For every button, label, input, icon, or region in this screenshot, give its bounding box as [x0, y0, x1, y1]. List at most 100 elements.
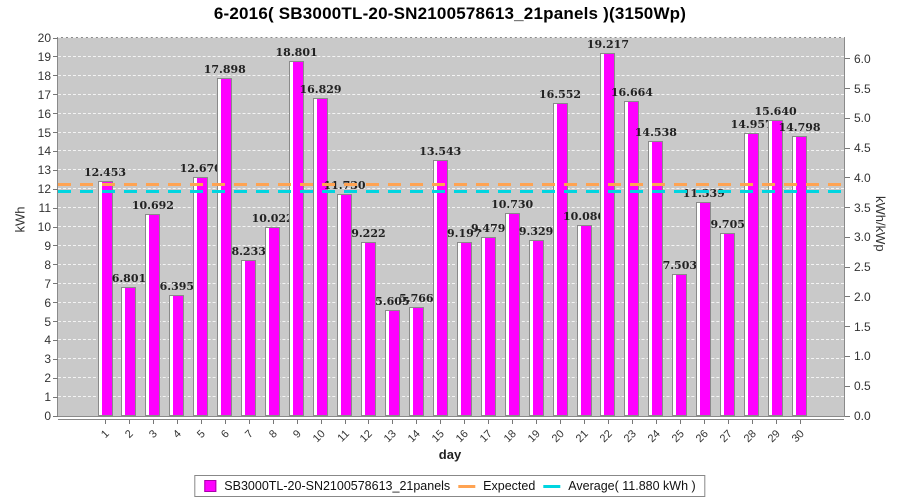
bar-value-label: 17.898	[203, 62, 246, 76]
y-axis-tick	[53, 207, 58, 209]
y-axis-tick	[53, 56, 58, 58]
bar-value-label: 8.233	[231, 245, 266, 259]
x-axis-tick	[488, 420, 490, 424]
y-axis-tick-label: 0	[44, 409, 51, 423]
grid-line	[58, 188, 844, 190]
y-axis-tick	[53, 377, 58, 379]
y2-axis-tick-label: 3.5	[854, 200, 871, 215]
y-axis-tick	[53, 358, 58, 360]
x-axis-tick	[416, 420, 418, 424]
bar	[480, 236, 496, 416]
x-axis-tick	[272, 420, 274, 424]
bar-value-label: 9.705	[710, 217, 745, 231]
x-axis-tick	[560, 420, 562, 424]
bar	[408, 307, 424, 416]
bar	[576, 225, 592, 416]
y-axis-tick	[53, 226, 58, 228]
bar	[193, 176, 209, 416]
bar-value-label: 18.801	[275, 45, 318, 59]
y2-axis-tick-label: 1.5	[854, 319, 871, 334]
y2-axis-tick	[845, 415, 850, 417]
y2-axis-tick	[845, 88, 850, 90]
expected-legend-label: Expected	[483, 479, 536, 493]
bar-value-label: 16.552	[538, 88, 582, 102]
x-axis-tick	[584, 420, 585, 424]
x-axis-tick	[512, 420, 514, 424]
bar	[792, 136, 808, 416]
x-axis-tick	[128, 420, 130, 424]
y-axis-tick-label: 3	[44, 352, 51, 367]
y-axis-tick	[53, 188, 58, 190]
x-axis-line	[58, 419, 844, 420]
bar-value-label: 12.670	[179, 161, 222, 175]
bar-value-label: 7.503	[662, 259, 698, 273]
grid-line	[58, 93, 844, 95]
y2-axis-tick	[845, 177, 850, 179]
bar	[145, 213, 161, 416]
y2-axis-tick	[845, 385, 850, 387]
y-axis-tick-label: 17	[37, 87, 51, 102]
bar-value-label: 13.543	[419, 145, 462, 159]
y-axis-tick	[53, 415, 58, 417]
bar-value-label: 19.217	[586, 37, 629, 51]
y2-axis-tick-label: 0.5	[854, 379, 871, 394]
grid-line	[58, 207, 844, 209]
bar-value-label: 10.730	[491, 198, 534, 212]
y-axis-tick-label: 4	[44, 333, 51, 348]
bar-value-label: 5.605	[375, 295, 410, 309]
grid-line	[58, 55, 844, 57]
grid-line	[58, 339, 844, 341]
grid-line	[58, 377, 844, 379]
x-axis-tick	[296, 420, 298, 424]
x-axis-tick	[248, 420, 250, 424]
y-axis-tick	[53, 321, 58, 322]
bar	[360, 241, 376, 416]
plot-area: 0 1 2 3 4 5 6 7 8 9 10 11 12 13 14 15 16 17 18 19 20 0.0 0.5 1.…	[38, 31, 871, 445]
legend: SB3000TL-20-SN2100578613_21panels Expect…	[194, 475, 706, 497]
y2-axis-tick-label: 1.0	[854, 349, 871, 364]
x-axis-tick	[703, 420, 705, 424]
y2-axis-tick	[845, 58, 850, 60]
y2-axis-tick	[845, 147, 850, 149]
y2-axis-tick	[845, 236, 850, 238]
bar-value-label: 14.957	[730, 118, 773, 132]
y-axis-tick-label: 14	[37, 144, 51, 159]
average-line-swatch	[543, 484, 561, 488]
expected-line	[58, 182, 844, 186]
y-axis-tick-label: 20	[37, 31, 51, 45]
x-axis-label: day	[438, 447, 462, 462]
bar-value-label: 14.798	[778, 121, 821, 135]
grid-line	[58, 263, 844, 265]
bar	[313, 97, 329, 416]
bar	[768, 120, 784, 416]
x-axis-tick	[775, 420, 777, 424]
bar-value-label: 9.222	[351, 226, 386, 240]
series-legend-label: SB3000TL-20-SN2100578613_21panels	[224, 479, 451, 493]
y-axis-tick	[53, 94, 58, 96]
grid-line	[58, 396, 844, 398]
bar	[456, 242, 472, 416]
y2-axis-tick	[845, 266, 850, 268]
y-axis-tick	[53, 396, 58, 398]
y-axis-tick-label: 13	[37, 163, 51, 178]
bar	[241, 260, 257, 416]
bar-value-label: 6.801	[111, 272, 147, 286]
y-axis-tick-label: 16	[37, 106, 51, 121]
expected-line-swatch	[458, 484, 476, 488]
x-axis-tick	[655, 420, 657, 424]
bar	[552, 103, 568, 416]
y-axis-tick	[53, 283, 58, 285]
grid-line	[58, 358, 844, 360]
bar-value-label: 16.664	[610, 86, 653, 100]
series-swatch	[204, 480, 217, 492]
bar	[265, 226, 281, 416]
grid-line	[58, 244, 844, 246]
bar-value-label: 12.453	[83, 165, 127, 179]
chart-title: 6-2016( SB3000TL-20-SN2100578613_21panel…	[213, 4, 687, 23]
x-axis-tick	[799, 420, 801, 424]
bar	[696, 201, 712, 416]
x-axis-tick	[152, 420, 154, 424]
y-axis-tick-label: 1	[44, 390, 51, 405]
x-axis-tick	[176, 420, 178, 424]
average-line	[58, 190, 844, 194]
